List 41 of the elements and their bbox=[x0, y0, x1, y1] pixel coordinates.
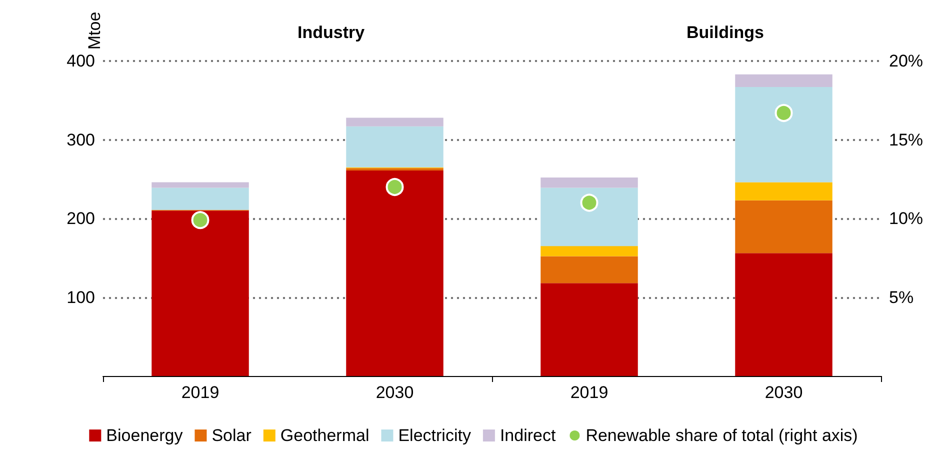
point bbox=[580, 194, 598, 212]
text: Buildings bbox=[686, 23, 764, 42]
y2-tick-label: 20% bbox=[889, 52, 924, 70]
y2-tick-label: 10% bbox=[889, 209, 924, 228]
y-axis-title: Mtoe bbox=[85, 12, 104, 50]
bar bbox=[540, 188, 638, 246]
point bbox=[774, 104, 793, 122]
x-tick-label: 2019 bbox=[181, 383, 220, 402]
y-tick-label: 100 bbox=[66, 288, 95, 307]
legend-label: Solar bbox=[212, 426, 252, 445]
bar bbox=[346, 126, 444, 168]
legend-label: Renewable share of total (right axis) bbox=[586, 426, 858, 445]
y-tick-label: 200 bbox=[66, 209, 95, 228]
bar bbox=[735, 200, 832, 254]
point bbox=[386, 178, 404, 196]
y2-tick-label: 5% bbox=[889, 288, 914, 307]
bar bbox=[152, 182, 249, 188]
point bbox=[191, 211, 210, 230]
bar bbox=[540, 246, 638, 256]
bar bbox=[735, 86, 832, 182]
bar bbox=[540, 178, 638, 188]
legend-label: Electricity bbox=[398, 426, 472, 445]
bar bbox=[152, 188, 249, 210]
x-tick-label: 2030 bbox=[764, 383, 803, 402]
bar bbox=[540, 256, 638, 284]
bar bbox=[735, 182, 832, 200]
bar bbox=[346, 170, 444, 376]
text: Industry bbox=[298, 23, 366, 42]
y-tick-label: 400 bbox=[66, 52, 95, 70]
y-tick-label: 300 bbox=[66, 130, 95, 150]
y2-tick-label: 15% bbox=[889, 130, 924, 150]
bar bbox=[540, 283, 638, 376]
legend-label: Indirect bbox=[500, 426, 556, 445]
x-tick-label: 2019 bbox=[570, 383, 608, 402]
bar bbox=[735, 74, 832, 87]
bar bbox=[735, 253, 832, 376]
x-tick-label: 2030 bbox=[376, 383, 414, 402]
legend-label: Geothermal bbox=[280, 426, 370, 445]
bar bbox=[152, 210, 249, 376]
legend-label: Bioenergy bbox=[106, 426, 184, 445]
bar bbox=[346, 118, 444, 126]
